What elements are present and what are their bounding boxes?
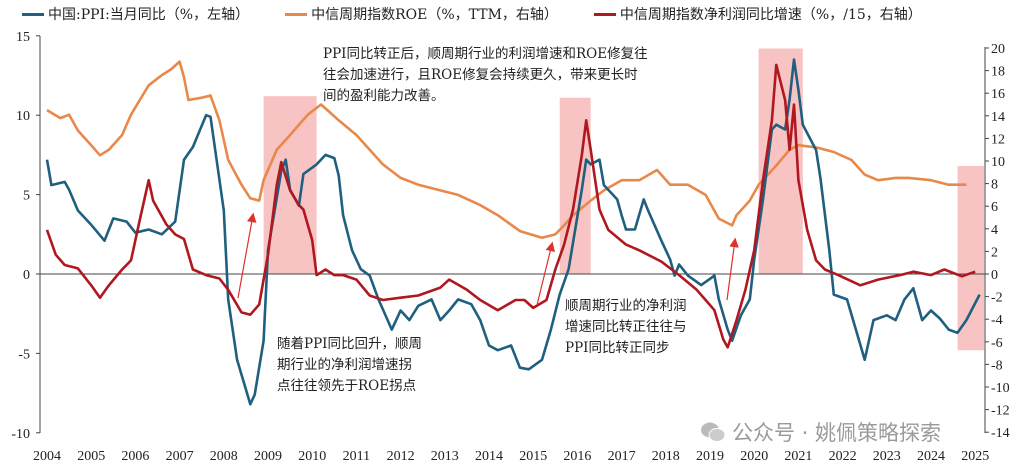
annotation-line: 点往往领先于ROE拐点 [277,378,417,394]
annotation-line: 顺周期行业的净利润 [565,298,687,314]
legend: 中国:PPI:当月同比（%，左轴） 中信周期指数ROE（%，TTM，右轴） 中信… [22,4,922,24]
right-tick-label: 14 [991,110,1005,125]
x-tick-label: 2025 [961,449,989,464]
right-tick-label: -2 [991,291,1003,306]
annotation-line: PPI同比转正同步 [565,340,670,356]
right-tick-label: -8 [991,358,1003,373]
legend-label-roe: 中信周期指数ROE（%，TTM，右轴） [311,7,558,23]
annotation-line: 期行业的净利润增速拐 [277,357,412,373]
watermark: 公众号 · 姚佩策略探索 [700,417,941,447]
right-tick-label: -6 [991,336,1003,351]
x-tick-label: 2010 [298,449,326,464]
legend-swatch-roe [285,12,308,16]
x-tick-label: 2006 [121,449,149,464]
series-line-profit-growth [45,63,976,349]
annotation-line: 增速同比转正往往与 [565,319,687,335]
right-tick-label: 10 [991,155,1005,170]
right-tick-label: 12 [991,132,1005,147]
annotation-arrow [536,241,555,306]
annotation-top: PPI同比转正后，顺周期行业的利润增速和ROE修复往 往会加速进行，且ROE修复… [323,44,648,107]
right-tick-label: 0 [991,268,998,283]
x-tick-label: 2013 [431,449,459,464]
annotation-arrow [726,237,739,301]
x-tick-label: 2021 [784,449,812,464]
series-line-roe [46,60,967,240]
right-tick-label: 20 [991,42,1005,57]
annotation-line: PPI同比转正后，顺周期行业的利润增速和ROE修复往 [323,46,648,62]
x-tick-label: 2023 [873,449,901,464]
highlight-period [957,166,985,351]
annotation-line: 随着PPI同比回升，顺周 [277,336,422,352]
right-tick-label: 2 [991,245,998,260]
x-tick-label: 2007 [166,449,194,464]
x-tick-label: 2022 [829,449,857,464]
left-tick-label: -10 [11,427,30,442]
right-tick-label: -4 [991,313,1003,328]
left-tick-label: 10 [16,109,30,124]
legend-item-roe: 中信周期指数ROE（%，TTM，右轴） [285,4,558,24]
right-tick-label: -10 [991,381,1010,396]
annotation-line: 往会加速进行，且ROE修复会持续更久，带来更长时 [323,67,638,83]
right-tick-label: 6 [991,200,998,215]
x-tick-label: 2019 [696,449,724,464]
watermark-text: 公众号 · 姚佩策略探索 [732,421,942,445]
x-tick-label: 2004 [33,449,61,464]
x-tick-label: 2016 [563,449,591,464]
x-tick-label: 2020 [740,449,768,464]
x-tick-label: 2008 [210,449,238,464]
x-tick-label: 2009 [254,449,282,464]
x-tick-label: 2014 [475,449,503,464]
x-tick-label: 2018 [652,449,680,464]
legend-label-profit: 中信周期指数净利润同比增速（%，/15，右轴） [619,7,922,23]
x-tick-label: 2005 [77,449,105,464]
x-tick-label: 2017 [608,449,636,464]
x-tick-label: 2024 [917,449,945,464]
wechat-icon [701,422,726,442]
x-tick-label: 2015 [519,449,547,464]
left-tick-label: 15 [16,30,30,45]
annotation-arrow [237,212,257,299]
right-tick-label: -14 [991,426,1010,441]
left-tick-label: 0 [23,268,30,283]
right-tick-label: -12 [991,404,1010,419]
left-tick-label: -5 [18,347,30,362]
right-tick-label: 16 [991,87,1005,102]
legend-swatch-ppi [22,12,44,16]
x-tick-label: 2011 [343,449,370,464]
x-tick-label: 2012 [387,449,415,464]
left-tick-label: 5 [23,189,30,204]
right-tick-label: 4 [991,223,998,238]
series-line-ppi [45,58,981,406]
legend-swatch-profit [593,12,616,16]
right-tick-label: 18 [991,65,1005,80]
legend-item-profit: 中信周期指数净利润同比增速（%，/15，右轴） [593,4,922,24]
annotation-right: 顺周期行业的净利润 增速同比转正往往与 PPI同比转正同步 [565,296,687,359]
annotation-left: 随着PPI同比回升，顺周 期行业的净利润增速拐 点往往领先于ROE拐点 [277,334,422,397]
legend-item-ppi: 中国:PPI:当月同比（%，左轴） [22,4,249,24]
annotation-line: 间的盈利能力改善。 [323,88,445,104]
right-tick-label: 8 [991,178,998,193]
legend-label-ppi: 中国:PPI:当月同比（%，左轴） [48,7,250,23]
